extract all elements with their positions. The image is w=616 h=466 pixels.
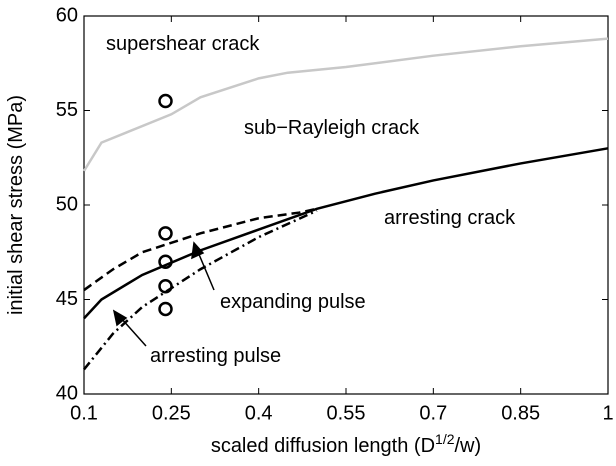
annotation: arresting crack: [384, 207, 516, 229]
arrows: [112, 241, 215, 347]
annotation: arresting pulse: [150, 345, 281, 367]
annotation: supershear crack: [106, 33, 260, 55]
y-tick-label: 50: [56, 193, 78, 215]
x-tick-label: 0.7: [419, 402, 447, 424]
arrow-line: [197, 251, 215, 291]
x-tick-label: 1: [602, 402, 613, 424]
data-point: [158, 93, 173, 109]
series-line: [83, 147, 609, 320]
data-point: [158, 226, 173, 241]
y-tick-label: 40: [56, 382, 78, 404]
x-label-text: scaled diffusion length (D: [211, 435, 435, 457]
x-label-suffix: /w): [455, 435, 482, 457]
data-point: [158, 254, 173, 269]
x-tick-label: 0.85: [501, 402, 540, 424]
x-tick-label: 0.55: [327, 402, 366, 424]
plot-frame: [83, 15, 609, 395]
annotation: expanding pulse: [220, 291, 366, 313]
data-point: [158, 301, 173, 317]
y-tick-label: 60: [56, 4, 78, 26]
x-label-superscript: 1/2: [435, 431, 455, 447]
annotation: sub−Rayleigh crack: [244, 117, 420, 139]
data-point: [158, 279, 173, 294]
arrow-head: [112, 309, 128, 327]
series-line: [83, 207, 318, 292]
x-tick-label: 0.1: [70, 402, 98, 424]
x-tick-label: 0.25: [152, 402, 191, 424]
series-line: [82, 37, 609, 172]
x-axis-label: scaled diffusion length (D1/2/w): [211, 431, 481, 457]
y-tick-label: 55: [56, 99, 78, 121]
y-tick-label: 45: [56, 288, 78, 310]
x-tick-label: 0.4: [245, 402, 273, 424]
y-axis-label: initial shear stress (MPa): [5, 95, 27, 315]
